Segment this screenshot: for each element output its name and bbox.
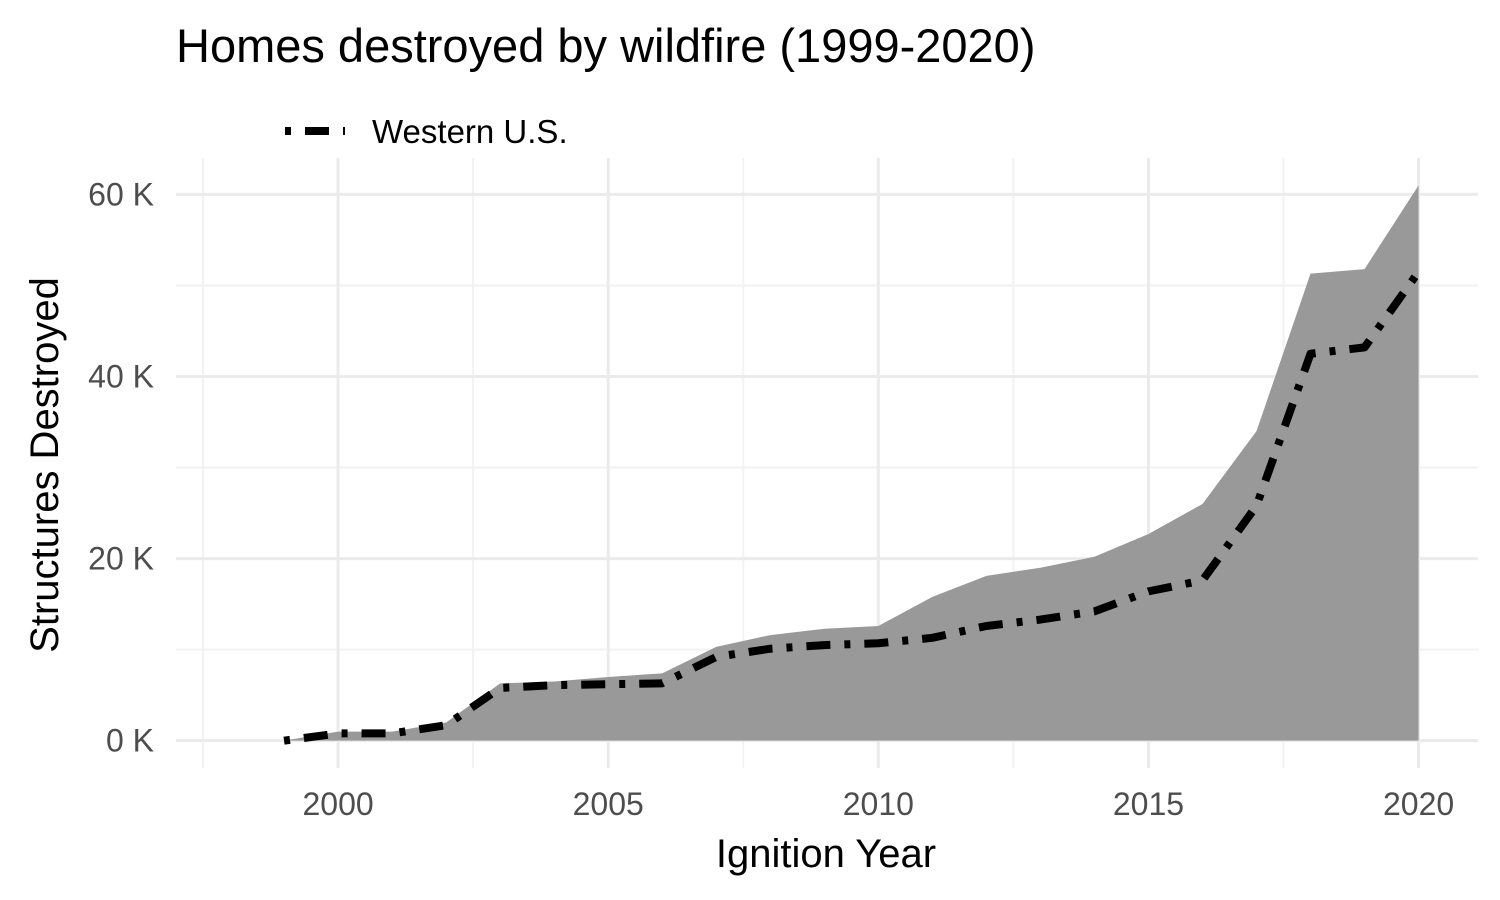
plot-panel: 2000 2005 2010 2015 2020 0 K 20 K 40 K 60 K: [88, 158, 1478, 822]
total-area: [284, 185, 1419, 741]
y-tick-label: 0 K: [106, 723, 154, 759]
y-axis-title: Structures Destroyed: [23, 277, 67, 653]
x-axis-title: Ignition Year: [716, 832, 936, 876]
y-tick-label: 20 K: [88, 541, 154, 577]
legend: Western U.S.: [285, 113, 568, 150]
x-tick-label: 2000: [302, 786, 373, 822]
western-us-line: [283, 269, 1422, 745]
x-tick-label: 2015: [1113, 786, 1184, 822]
y-tick-labels: 0 K 20 K 40 K 60 K: [88, 176, 154, 758]
y-tick-label: 40 K: [88, 359, 154, 395]
x-tick-label: 2020: [1383, 786, 1454, 822]
y-tick-label: 60 K: [88, 176, 154, 212]
x-tick-labels: 2000 2005 2010 2015 2020: [302, 786, 1454, 822]
legend-label-western-us: Western U.S.: [372, 113, 568, 150]
area-layer: [284, 185, 1419, 741]
line-layer: [283, 269, 1422, 745]
x-tick-label: 2010: [843, 786, 914, 822]
x-tick-label: 2005: [573, 786, 644, 822]
chart-title: Homes destroyed by wildfire (1999-2020): [176, 19, 1035, 72]
